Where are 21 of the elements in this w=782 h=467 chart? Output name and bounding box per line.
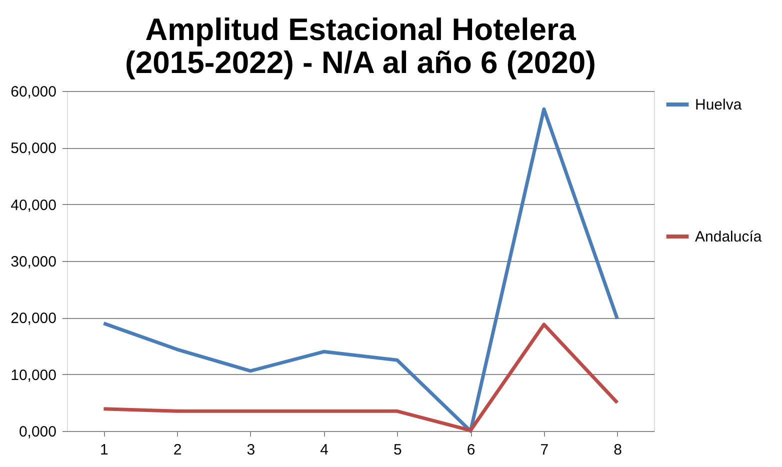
- y-tick-label: 10,000: [10, 366, 56, 384]
- x-tick-label: 2: [173, 442, 182, 458]
- x-tick-label: 8: [614, 442, 622, 458]
- text: (2015-2022) - N/A al año 6 (2020): [125, 45, 596, 80]
- legend-label: Huelva: [695, 96, 742, 114]
- y-tick-label: 60,000: [10, 84, 56, 100]
- x-tick-label: 4: [320, 442, 328, 458]
- x-tick-label: 5: [394, 442, 402, 458]
- x-tick-label: 1: [100, 442, 108, 458]
- y-tick-label: 40,000: [10, 196, 56, 214]
- y-tick-label: 0,000: [18, 424, 56, 440]
- y-tick-label: 20,000: [10, 310, 56, 328]
- text: Amplitud Estacional Hotelera: [145, 12, 576, 47]
- x-tick-label: 3: [246, 442, 256, 458]
- legend-label: Andalucía: [695, 228, 762, 246]
- line-series: [102, 322, 620, 432]
- x-tick-label: 7: [540, 442, 549, 458]
- y-tick-label: 50,000: [10, 140, 56, 158]
- line-series: [102, 107, 620, 433]
- x-tick-label: 6: [466, 442, 476, 458]
- y-tick-label: 30,000: [10, 254, 56, 270]
